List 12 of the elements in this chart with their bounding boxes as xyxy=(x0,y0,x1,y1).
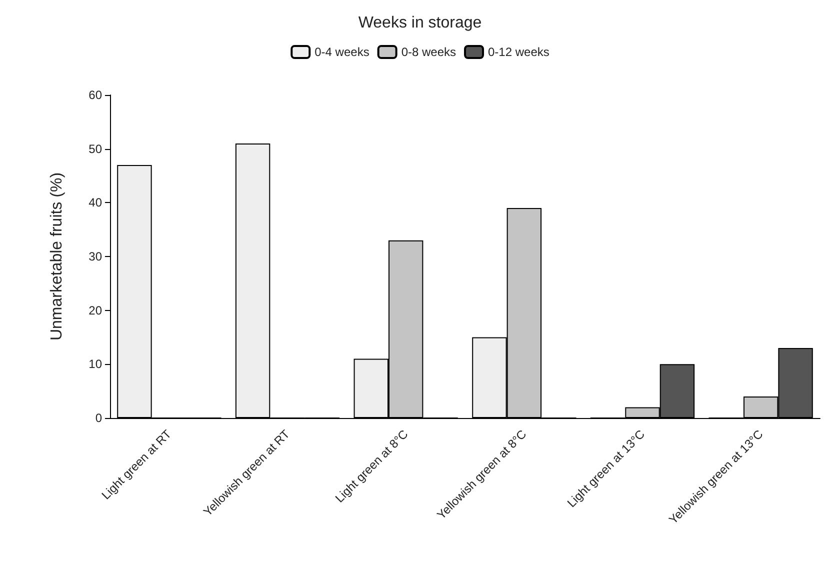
legend-label: 0-4 weeks xyxy=(314,45,370,59)
legend-label: 0-12 weeks xyxy=(488,45,550,59)
y-axis-title: Unmarketable fruits (%) xyxy=(48,172,66,341)
y-tick-label: 40 xyxy=(88,196,102,210)
y-tick-label: 20 xyxy=(88,303,102,318)
y-tick-label: 60 xyxy=(88,88,102,102)
legend-title: Weeks in storage xyxy=(358,14,482,32)
y-tick-label: 30 xyxy=(88,250,102,264)
y-tick-label: 0 xyxy=(95,411,102,425)
legend-label: 0-8 weeks xyxy=(401,45,456,59)
y-tick-label: 10 xyxy=(88,357,102,372)
y-tick-label: 50 xyxy=(88,142,102,156)
